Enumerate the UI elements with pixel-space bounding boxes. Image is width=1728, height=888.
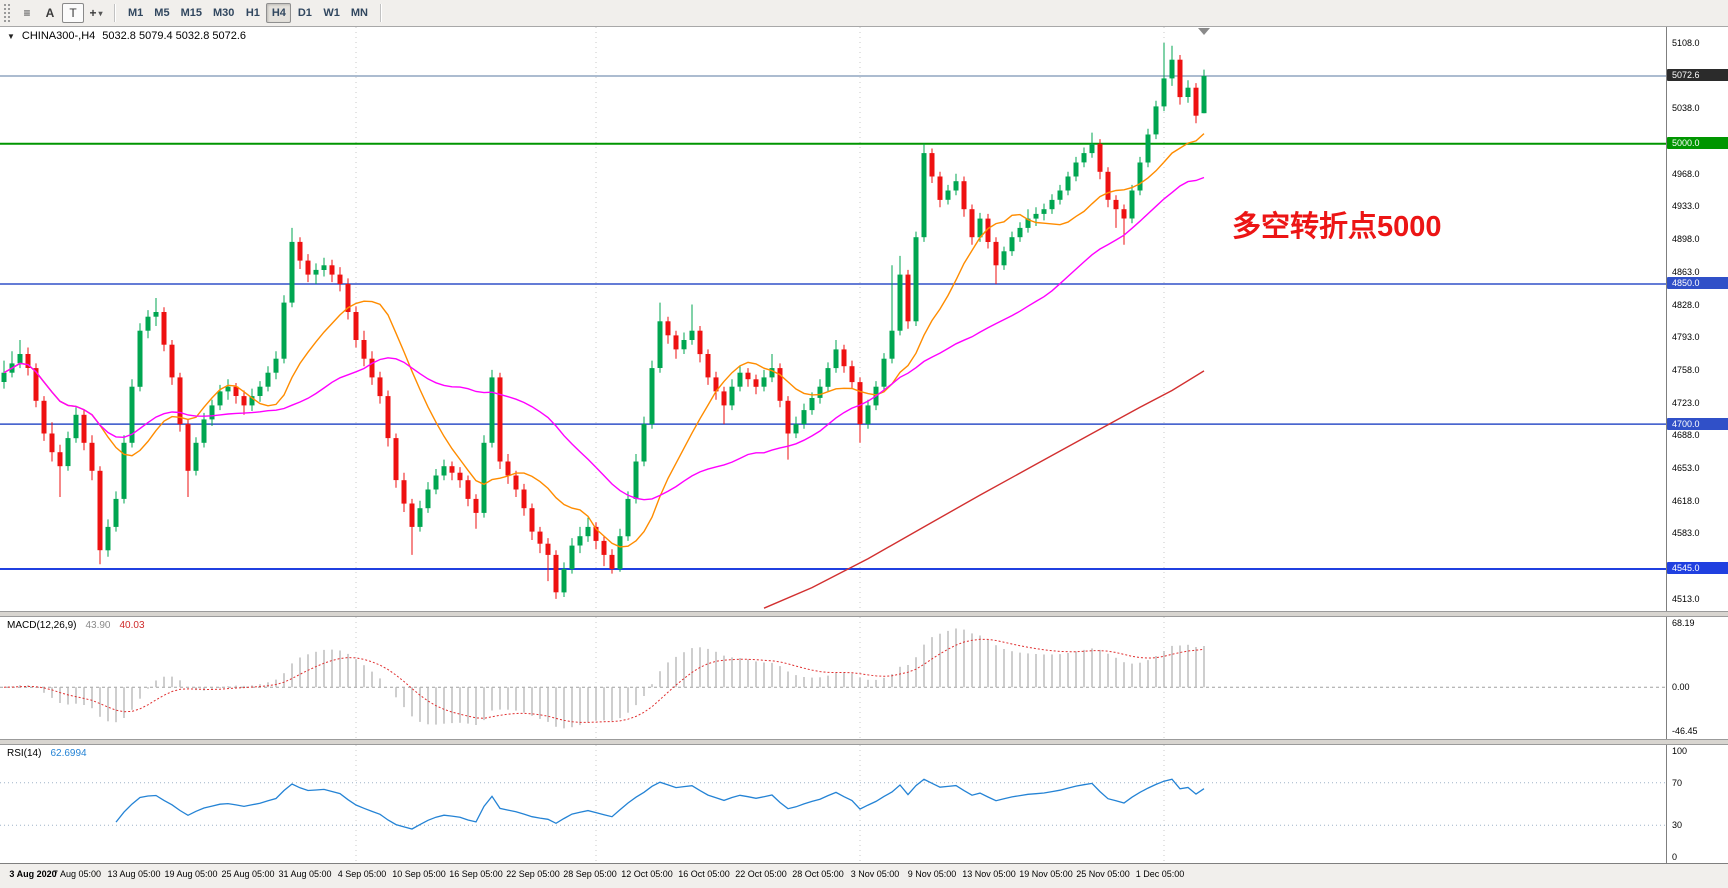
time-axis-label: 25 Aug 05:00 <box>221 869 275 879</box>
toolbar-separator <box>379 4 382 22</box>
price-line-label: 4545.0 <box>1667 562 1728 575</box>
price-line-label: 4850.0 <box>1667 277 1728 290</box>
price-tick-label: 4688.0 <box>1672 430 1700 441</box>
price-tick-label: 4758.0 <box>1672 364 1700 375</box>
time-axis-label: 3 Aug 2020 <box>9 869 57 879</box>
macd-tick-label: 68.19 <box>1672 618 1695 628</box>
time-axis[interactable]: 3 Aug 2020 7 Aug 05:00 13 Aug 05:00 19 Aug … <box>0 863 1728 888</box>
price-tick-label: 4863.0 <box>1672 266 1700 277</box>
macd-name: MACD(12,26,9) <box>7 620 77 631</box>
price-line-label: 4700.0 <box>1667 417 1728 430</box>
time-axis-label: 31 Aug 05:00 <box>278 869 332 879</box>
toolbar-separator <box>114 4 116 22</box>
rsi-name: RSI(14) <box>7 748 42 759</box>
price-tick-label: 5108.0 <box>1672 37 1700 48</box>
macd-tick-label: 0.00 <box>1672 682 1690 693</box>
price-tick-label: 4828.0 <box>1672 299 1700 310</box>
macd-plot[interactable]: MACD(12,26,9) 43.90 40.03 <box>0 617 1666 739</box>
macd-label: MACD(12,26,9) 43.90 40.03 <box>7 620 145 631</box>
macd-panel: MACD(12,26,9) 43.90 40.03 68.19 0.00 -46.4… <box>0 617 1728 739</box>
timeframe-button-m5[interactable]: M5 <box>154 7 170 19</box>
timeframe-button-m1[interactable]: M1 <box>128 7 144 19</box>
text-tool-icon[interactable]: T <box>62 3 84 23</box>
time-axis-label: 25 Nov 05:00 <box>1076 869 1130 879</box>
price-tick-label: 4968.0 <box>1672 168 1700 179</box>
drawing-tools-group: ≡ A T + ▾ <box>16 3 107 23</box>
toolbar-drag-grip[interactable] <box>4 4 10 22</box>
main-chart-plot[interactable]: ▼ CHINA300-,H4 5032.8 5079.4 5032.8 5072… <box>0 27 1666 611</box>
rsi-label: RSI(14) 62.6994 <box>7 748 87 759</box>
chart-list-icon[interactable]: ≡ <box>23 6 31 20</box>
time-axis-label: 13 Aug 05:00 <box>107 869 161 879</box>
timeframe-button-w1[interactable]: W1 <box>323 7 340 19</box>
cursor-arrow-icon[interactable]: A <box>45 6 55 20</box>
price-tick-label: 4723.0 <box>1672 397 1700 408</box>
rsi-tick-label: 70 <box>1672 777 1683 788</box>
rsi-tick-label: 0 <box>1672 852 1678 862</box>
symbol-title: CHINA300-,H4 <box>21 30 96 42</box>
timeframe-button-m15[interactable]: M15 <box>180 7 202 19</box>
time-axis-label: 3 Nov 05:00 <box>850 869 900 879</box>
rsi-canvas[interactable] <box>0 745 1666 863</box>
chart-window: ▼ CHINA300-,H4 5032.8 5079.4 5032.8 5072… <box>0 27 1728 888</box>
top-toolbar: ≡ A T + ▾ M1 M5 M15 M30 H1 H4 D1 W1 MN <box>0 0 1728 27</box>
time-axis-label: 28 Sep 05:00 <box>563 869 617 879</box>
time-axis-label: 22 Oct 05:00 <box>735 869 787 879</box>
time-axis-label: 7 Aug 05:00 <box>52 869 102 879</box>
panel-separator[interactable] <box>0 739 1728 745</box>
time-axis-label: 1 Dec 05:00 <box>1135 869 1185 879</box>
chevron-down-icon[interactable]: ▼ <box>7 31 15 41</box>
rsi-axis[interactable]: 100 70 30 0 <box>1666 745 1728 863</box>
symbol-header: ▼ CHINA300-,H4 5032.8 5079.4 5032.8 5072… <box>7 30 246 42</box>
time-axis-label: 16 Sep 05:00 <box>449 869 503 879</box>
price-tick-label: 4933.0 <box>1672 201 1700 212</box>
timeframe-button-h1[interactable]: H1 <box>245 7 260 19</box>
timeframe-toolbar: M1 M5 M15 M30 H1 H4 D1 W1 MN <box>123 3 373 23</box>
timeframe-button-m30[interactable]: M30 <box>212 7 235 19</box>
timeframe-button-d1[interactable]: D1 <box>297 7 312 19</box>
time-axis-label: 16 Oct 05:00 <box>678 869 730 879</box>
timeframe-button-h4[interactable]: H4 <box>266 3 292 23</box>
time-axis-label: 10 Sep 05:00 <box>392 869 446 879</box>
time-axis-label: 19 Nov 05:00 <box>1019 869 1073 879</box>
rsi-plot[interactable]: RSI(14) 62.6994 <box>0 745 1666 863</box>
price-tick-label: 4513.0 <box>1672 593 1700 604</box>
symbol-ohlc-values: 5032.8 5079.4 5032.8 5072.6 <box>102 30 247 42</box>
macd-main-value: 43.90 <box>85 620 111 631</box>
rsi-panel: RSI(14) 62.6994 100 70 30 0 <box>0 745 1728 863</box>
price-line-label: 5000.0 <box>1667 137 1728 150</box>
crosshair-tool-icon[interactable]: + ▾ <box>89 6 103 20</box>
dropdown-caret-icon: ▾ <box>98 8 103 18</box>
rsi-value: 62.6994 <box>50 748 87 759</box>
price-tick-label: 4898.0 <box>1672 234 1700 245</box>
price-tick-label: 5038.0 <box>1672 103 1700 114</box>
rsi-tick-label: 100 <box>1672 746 1688 756</box>
macd-tick-label: -46.45 <box>1672 726 1698 736</box>
time-axis-label: 12 Oct 05:00 <box>621 869 673 879</box>
chart-annotation-text: 多空转折点5000 <box>1232 211 1442 243</box>
price-tick-label: 4583.0 <box>1672 528 1700 539</box>
price-axis[interactable]: 5108.0 5038.0 4968.0 4933.0 4898.0 4863.0 4828… <box>1666 27 1728 611</box>
price-tick-label: 4653.0 <box>1672 463 1700 474</box>
timeframe-button-mn[interactable]: MN <box>350 7 368 19</box>
main-chart-panel: ▼ CHINA300-,H4 5032.8 5079.4 5032.8 5072… <box>0 27 1728 611</box>
price-tick-label: 4618.0 <box>1672 495 1700 506</box>
macd-canvas[interactable] <box>0 617 1666 739</box>
price-line-label: 5072.6 <box>1667 69 1728 82</box>
main-chart-canvas[interactable] <box>0 27 1666 611</box>
time-axis-label: 13 Nov 05:00 <box>962 869 1016 879</box>
macd-signal-value: 40.03 <box>119 620 145 631</box>
macd-axis[interactable]: 68.19 0.00 -46.45 <box>1666 617 1728 739</box>
time-axis-label: 22 Sep 05:00 <box>506 869 560 879</box>
time-axis-label: 4 Sep 05:00 <box>337 869 387 879</box>
time-axis-label: 19 Aug 05:00 <box>164 869 218 879</box>
panel-separator[interactable] <box>0 611 1728 617</box>
rsi-tick-label: 30 <box>1672 820 1683 831</box>
time-axis-label: 9 Nov 05:00 <box>907 869 957 879</box>
time-axis-label: 28 Oct 05:00 <box>792 869 844 879</box>
price-tick-label: 4793.0 <box>1672 332 1700 343</box>
